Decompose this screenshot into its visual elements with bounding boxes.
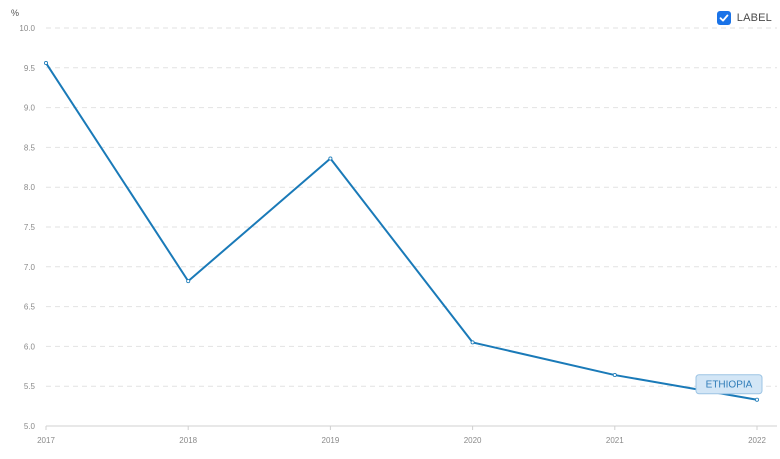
checkbox-checked-icon[interactable] [716,11,731,25]
data-point[interactable] [44,61,49,66]
data-point[interactable] [755,397,760,402]
data-point[interactable] [186,279,191,284]
legend-label[interactable]: LABEL [736,12,772,24]
series-layer: ETHIOPIA [44,61,763,402]
x-tick-label: 2021 [606,436,624,445]
data-point[interactable] [470,340,475,345]
series-line [45,62,758,401]
y-tick-label: 10.0 [19,24,35,33]
x-tick-label: 2018 [179,436,197,445]
x-axis: 2017 2018 2019 2020 2021 2022 [37,425,777,445]
x-tick-label: 2022 [748,436,766,445]
data-point[interactable] [328,156,333,161]
x-tick-label: 2017 [37,436,55,445]
series-label-tag: ETHIOPIA [695,374,763,395]
series-label-text: ETHIOPIA [706,380,753,391]
data-point[interactable] [612,373,617,378]
series-label-box [695,374,763,395]
y-tick-label: 9.5 [24,64,36,73]
y-tick-label: 6.5 [24,303,36,312]
legend-toggle[interactable]: LABEL [716,11,772,25]
y-axis-unit-label: % [11,8,19,18]
y-tick-label: 8.0 [24,183,36,192]
y-axis: 5.0 5.5 6.0 6.5 7.0 7.5 8.0 8.5 9.0 9.5 10.0 [19,24,35,431]
x-tick-label: 2020 [464,436,482,445]
y-tick-label: 5.0 [24,422,36,431]
y-tick-label: 8.5 [24,143,36,152]
x-tick-label: 2019 [322,436,340,445]
y-tick-label: 9.0 [24,104,36,113]
y-tick-label: 7.5 [24,223,36,232]
y-tick-label: 5.5 [24,382,36,391]
y-tick-label: 6.0 [24,342,36,351]
grid-layer [46,27,777,387]
y-tick-label: 7.0 [24,263,36,272]
